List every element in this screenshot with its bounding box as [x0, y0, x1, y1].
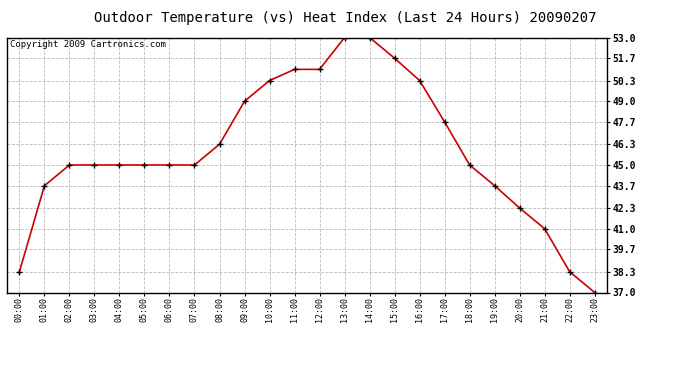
Text: Outdoor Temperature (vs) Heat Index (Last 24 Hours) 20090207: Outdoor Temperature (vs) Heat Index (Las… — [94, 11, 596, 25]
Text: Copyright 2009 Cartronics.com: Copyright 2009 Cartronics.com — [10, 40, 166, 49]
